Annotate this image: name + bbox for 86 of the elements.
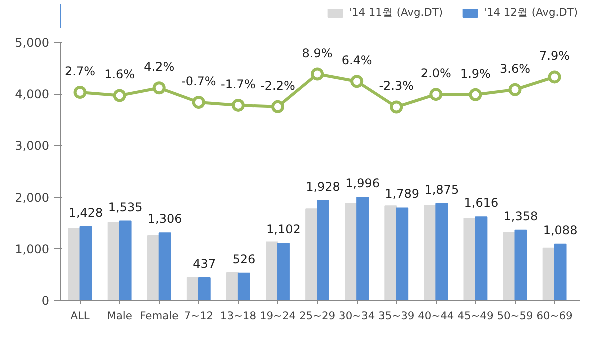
x-tick-label: 35~39 <box>378 310 415 322</box>
data-label: 1.9% <box>460 66 491 81</box>
point <box>232 98 245 112</box>
point <box>469 88 482 102</box>
bar <box>345 202 358 300</box>
point <box>508 83 522 96</box>
bar <box>464 218 476 300</box>
data-label: 1,928 <box>306 180 340 194</box>
x-tick-label: 13~18 <box>220 310 257 322</box>
data-label: 4.2% <box>144 60 175 74</box>
data-label: 1,358 <box>504 209 538 224</box>
point <box>271 100 284 114</box>
point <box>350 75 364 88</box>
data-label: 1,996 <box>346 176 380 191</box>
bar <box>306 208 318 300</box>
bar <box>198 277 211 300</box>
legend-label: '14 12월 (Avg.DT) <box>484 6 578 20</box>
bar <box>475 216 488 300</box>
y-tick-label: 5,000 <box>15 36 50 50</box>
bar <box>384 206 398 300</box>
data-label: 1,306 <box>148 212 182 226</box>
y-tick-label: 0 <box>42 294 50 308</box>
bar <box>396 208 409 300</box>
y-tick-label: 1,000 <box>15 242 50 256</box>
y-tick-label: 2,000 <box>15 190 50 205</box>
data-label: 1,875 <box>424 182 460 197</box>
legend-label: '14 11월 (Avg.DT) <box>349 6 444 20</box>
point <box>74 86 87 99</box>
point <box>548 70 562 84</box>
x-tick-label: 50~59 <box>497 310 534 322</box>
data-label: -0.7% <box>181 74 216 89</box>
point <box>430 88 443 102</box>
x-tick-label: 25~29 <box>300 310 336 322</box>
data-label: 1,088 <box>543 223 578 238</box>
point <box>311 68 324 81</box>
bar <box>317 200 330 300</box>
data-label: 1,789 <box>385 187 420 202</box>
bar <box>554 244 567 300</box>
bar <box>266 242 278 300</box>
bar <box>158 232 172 300</box>
x-tick-label: 19~24 <box>260 310 296 322</box>
bar <box>503 232 516 300</box>
y-tick-label: 3,000 <box>15 139 50 154</box>
bar <box>119 220 132 300</box>
bar <box>424 205 437 300</box>
data-label: 1,102 <box>266 222 301 237</box>
x-tick-label: ALL <box>70 310 90 322</box>
data-label: -2.3% <box>379 79 414 94</box>
bar <box>356 197 370 300</box>
bar <box>186 277 200 300</box>
data-label: 8.9% <box>302 46 333 60</box>
point <box>192 96 206 110</box>
data-label: 1,535 <box>108 200 143 214</box>
bar <box>542 248 556 300</box>
data-label: -2.2% <box>260 78 296 93</box>
data-label: 1,428 <box>68 206 104 220</box>
bar <box>436 203 448 300</box>
x-tick-label: 45~49 <box>458 310 494 322</box>
point <box>152 82 166 95</box>
data-label: -1.7% <box>221 77 256 92</box>
x-tick-label: 60~69 <box>536 310 574 322</box>
x-tick-label: Female <box>140 310 179 322</box>
x-tick-label: 40~44 <box>418 310 454 322</box>
x-tick-label: 7~12 <box>184 310 214 322</box>
bar <box>108 222 120 300</box>
x-tick-label: Male <box>107 310 132 322</box>
data-label: 2.0% <box>420 66 452 81</box>
bar <box>514 230 528 300</box>
x-tick-label: 30~34 <box>339 310 376 322</box>
bar <box>277 243 290 300</box>
data-label: 3.6% <box>500 62 531 76</box>
data-label: 526 <box>232 252 256 266</box>
data-label: 2.7% <box>65 64 96 79</box>
bar <box>80 226 92 300</box>
data-label: 6.4% <box>342 54 372 68</box>
bar <box>226 272 239 300</box>
point <box>113 89 126 102</box>
data-label: 7.9% <box>540 49 570 64</box>
bar <box>68 228 81 300</box>
data-label: 437 <box>193 256 216 271</box>
y-tick-label: 4,000 <box>15 88 50 102</box>
data-label: 1.6% <box>104 68 136 82</box>
bar <box>147 236 160 300</box>
bar <box>238 272 250 300</box>
point <box>390 100 404 114</box>
data-label: 1,616 <box>464 196 499 210</box>
